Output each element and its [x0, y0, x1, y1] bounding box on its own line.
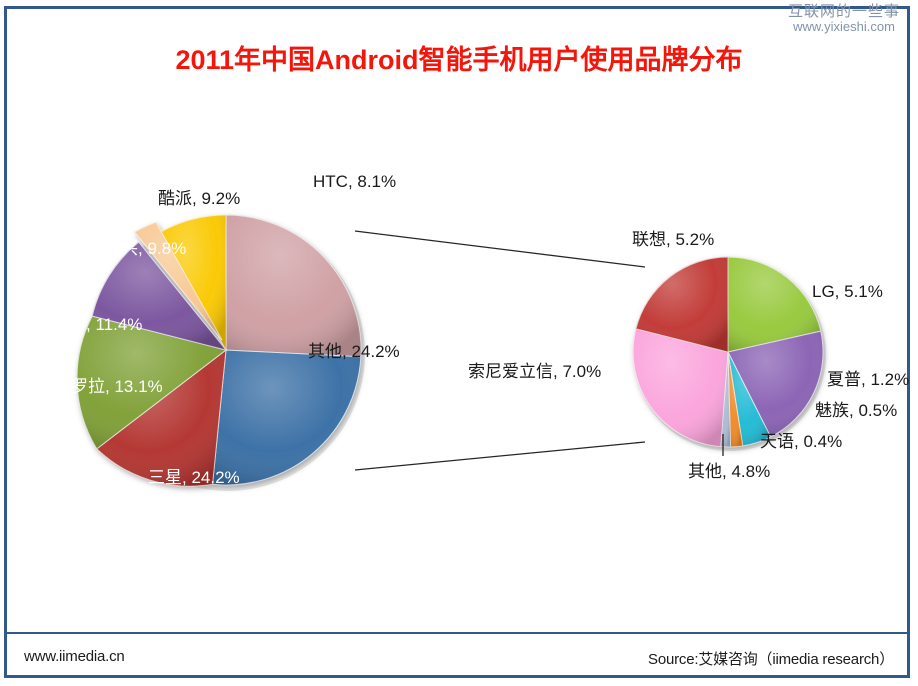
footer-site-url: www.iimedia.cn: [24, 648, 125, 665]
label-secondary-tianyu: 天语, 0.4%: [760, 432, 842, 451]
slice-primary-huawei-sheen: [76, 316, 226, 449]
slice-primary-coolpad-sheen: [134, 222, 222, 340]
slice-secondary-sonyericsson-sheen: [635, 257, 728, 352]
secondary-pie-labels: 联想, 5.2% LG, 5.1% 夏普, 1.2% 魅族, 0.5% 天语, …: [468, 230, 909, 481]
label-secondary-lenovo: 联想, 5.2%: [632, 230, 714, 249]
slice-primary-motorola-sheen: [96, 350, 226, 487]
label-secondary-meizu: 魅族, 0.5%: [815, 401, 897, 420]
slice-primary-qita[interactable]: [225, 214, 362, 358]
slice-secondary-other[interactable]: [632, 328, 729, 448]
label-primary-zte: 中兴, 9.8%: [104, 239, 186, 258]
slice-primary-samsung[interactable]: [211, 349, 362, 486]
page-title: 2011年中国Android智能手机用户使用品牌分布: [175, 45, 743, 75]
primary-pie-final: [76, 214, 365, 491]
label-secondary-lg: LG, 5.1%: [812, 282, 883, 301]
slice-primary-huawei[interactable]: [76, 315, 228, 450]
slice-secondary-lg-sheen: [728, 331, 824, 437]
slice-secondary-meizu-sheen: [728, 352, 743, 447]
slice-primary-zte-sheen: [92, 242, 226, 350]
slice-secondary-tianyu-sheen: [720, 352, 731, 447]
secondary-pie: [632, 256, 826, 456]
label-primary-samsung: 三星, 24.2%: [148, 468, 240, 487]
label-primary-coolpad: 酷派, 9.2%: [158, 189, 240, 208]
label-primary-qita: 其他, 24.2%: [308, 342, 400, 361]
footer-divider: [7, 632, 907, 634]
slice-secondary-lg[interactable]: [727, 330, 824, 438]
label-primary-htc: HTC, 8.1%: [313, 172, 396, 191]
watermark-url-text: www.yixieshi.com: [793, 18, 895, 34]
primary-pie-labels: 其他, 24.2% 三星, 24.2% 摩托罗拉, 13.1% 华为, 11.4…: [37, 172, 400, 487]
slice-secondary-sharp-sheen: [728, 352, 771, 446]
watermark-cn-text: 互联网的一些事: [787, 2, 900, 20]
slice-secondary-lenovo-sheen: [728, 257, 821, 352]
slice-secondary-meizu[interactable]: [727, 351, 744, 448]
connector-line-bottom: [354, 441, 646, 471]
label-primary-motorola: 摩托罗拉, 13.1%: [37, 377, 163, 396]
slice-primary-qita-sheen: [226, 215, 361, 357]
label-secondary-other: 其他, 4.8%: [688, 462, 770, 481]
slice-primary-motorola[interactable]: [96, 348, 227, 487]
slice-primary-samsung-sheen: [212, 350, 361, 485]
slice-secondary-other-sheen: [633, 328, 728, 447]
slice-primary-zte[interactable]: [91, 241, 228, 351]
connector-line-top: [354, 230, 646, 268]
chart-svg: 其他, 24.2% 三星, 24.2% 摩托罗拉, 13.1% 华为, 11.4…: [37, 172, 909, 491]
connector-lines: [354, 230, 646, 471]
label-secondary-sharp: 夏普, 1.2%: [827, 370, 909, 389]
watermark: 互联网的一些事 www.yixieshi.com: [778, 2, 910, 34]
slice-secondary-lenovo[interactable]: [727, 256, 822, 353]
slice-primary-coolpad[interactable]: [133, 221, 223, 341]
label-primary-huawei: 华为, 11.4%: [52, 315, 142, 334]
footer-source: Source:艾媒咨询（iimedia research）: [648, 651, 894, 668]
slice-primary-htc-sheen: [160, 215, 226, 350]
label-secondary-sonyericsson: 索尼爱立信, 7.0%: [468, 362, 601, 381]
slice-secondary-sonyericsson[interactable]: [635, 256, 729, 353]
pie-of-pie-chart: 其他, 24.2% 三星, 24.2% 摩托罗拉, 13.1% 华为, 11.4…: [0, 92, 918, 612]
